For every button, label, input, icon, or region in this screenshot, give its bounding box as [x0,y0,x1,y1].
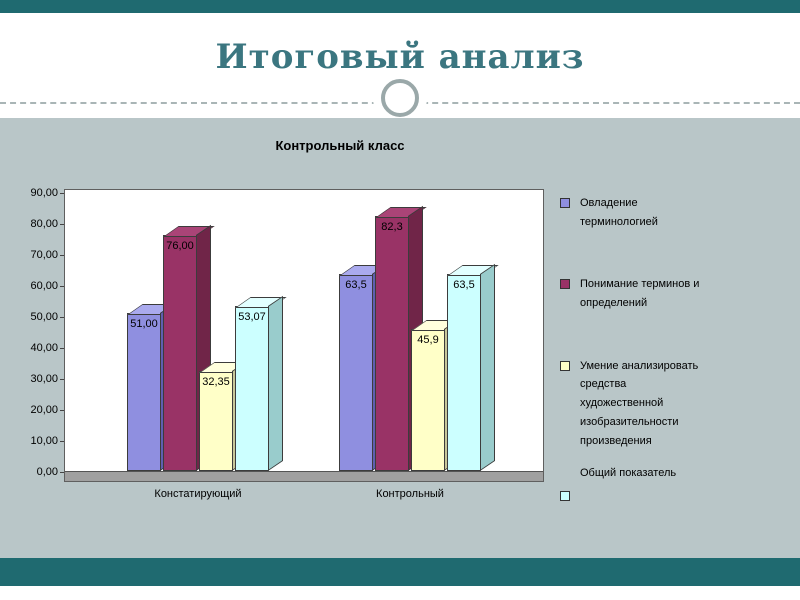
bar-group: 63,5 82,3 45,9 63,5 [339,215,481,471]
legend-item: Овладение терминологией [560,194,705,231]
bars-container: 51,00 76,00 32,35 53,07 63,5 82,3 45,9 63,5 [65,215,543,471]
x-axis-labels: Констатирующий Контрольный [64,488,544,500]
legend-color-swatch [560,490,570,501]
legend-color-swatch [560,198,570,208]
legend-item: Умение анализировать средства художестве… [560,357,705,450]
category-label: Контрольный [376,488,444,500]
y-tick-label: 90,00 [30,187,65,199]
slide-title-area: Итоговый анализ [0,13,800,97]
bar: 51,00 [127,312,161,471]
bar: 63,5 [339,274,373,471]
legend-color-swatch [560,279,570,290]
y-tick-label: 60,00 [30,280,65,292]
bar-group: 51,00 76,00 32,35 53,07 [127,235,269,471]
top-accent-bar [0,0,800,13]
bar: 45,9 [411,328,445,471]
chart-floor [65,471,543,481]
plot-area: 51,00 76,00 32,35 53,07 63,5 82,3 45,9 63,5 [64,189,544,482]
bar: 32,35 [199,370,233,471]
slide-title: Итоговый анализ [215,37,585,77]
chart-area: 90,00 80,00 70,00 60,00 50,00 40,00 30,00 20,00… [14,187,548,482]
bar-value-label: 63,5 [453,279,475,292]
bar-chart: Контрольный класс 90,00 80,00 70,00 60,00 50… [14,138,548,558]
bar-value-label: 32,35 [202,375,230,388]
legend-label: Овладение терминологией [580,197,658,228]
y-tick-label: 70,00 [30,249,65,261]
bar-value-label: 76,00 [166,240,194,253]
bar-value-label: 82,3 [381,220,403,233]
legend-label: Понимание терминов и определений [580,278,700,310]
chart-title: Контрольный класс [275,138,405,153]
bar: 82,3 [375,215,409,471]
y-tick-label: 0,00 [36,466,66,478]
bar-value-label: 51,00 [130,317,158,330]
category-label: Констатирующий [154,488,242,500]
y-tick-label: 20,00 [30,404,65,416]
y-tick-label: 50,00 [30,311,65,323]
circle-ornament [381,79,419,117]
legend-color-swatch [560,360,570,371]
bar: 53,07 [235,306,269,471]
legend-item: Понимание терминов и определений [560,275,705,312]
y-tick-label: 40,00 [30,342,65,354]
legend-item: Общий показатель [560,464,705,501]
bar-value-label: 53,07 [238,311,266,324]
y-axis: 90,00 80,00 70,00 60,00 50,00 40,00 30,00 20,00… [14,187,66,482]
y-tick-label: 10,00 [30,435,65,447]
bar-value-label: 45,9 [417,333,439,346]
bar: 63,5 [447,274,481,471]
bottom-accent-bar [0,558,800,586]
chart-legend: Овладение терминологией Понимание термино… [548,138,728,558]
slide-body: Контрольный класс 90,00 80,00 70,00 60,00 50… [0,118,800,558]
legend-label: Общий показатель [580,467,677,480]
bar: 76,00 [163,235,197,471]
bar-value-label: 63,5 [345,279,367,292]
y-tick-label: 80,00 [30,218,65,230]
y-tick-label: 30,00 [30,373,65,385]
legend-label: Умение анализировать средства художестве… [580,359,699,447]
